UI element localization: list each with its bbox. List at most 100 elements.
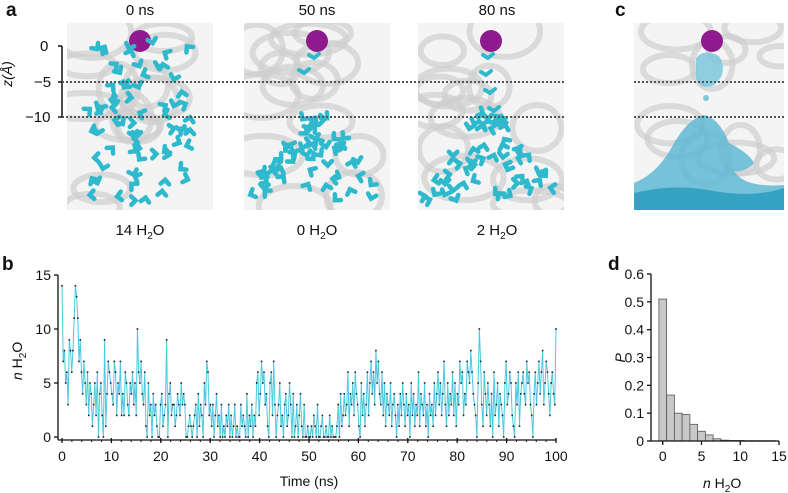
data-point <box>478 328 481 330</box>
data-point <box>305 436 308 438</box>
water-molecule <box>257 181 271 192</box>
data-point <box>180 382 183 384</box>
data-point <box>494 414 496 417</box>
data-point <box>547 393 550 395</box>
data-point <box>334 436 337 438</box>
panel-label-c: c <box>615 0 626 21</box>
water-molecule <box>487 122 498 136</box>
series-line-n-h2o <box>61 285 557 438</box>
water-molecule <box>470 172 481 185</box>
x-tick-label: 50 <box>301 448 317 464</box>
data-point <box>308 436 310 438</box>
data-point <box>524 403 527 406</box>
data-point <box>398 425 400 427</box>
y-tick-label: 0 <box>636 433 644 449</box>
water-molecule <box>345 158 358 169</box>
water-molecule <box>497 150 510 161</box>
x-tick-label: 0 <box>659 448 667 464</box>
data-point <box>68 339 71 341</box>
data-point <box>214 414 217 417</box>
data-point <box>72 349 74 352</box>
data-point <box>117 382 119 384</box>
data-point <box>510 382 512 384</box>
water-molecule <box>479 69 493 78</box>
data-point <box>422 414 425 417</box>
data-point <box>173 403 175 406</box>
data-point <box>87 414 90 417</box>
data-point <box>109 382 112 384</box>
data-point <box>186 436 189 438</box>
data-point <box>359 436 361 438</box>
x-tick-label: 30 <box>202 448 218 464</box>
data-point <box>196 436 198 438</box>
water-molecule <box>474 122 488 133</box>
water-molecule <box>481 52 495 61</box>
histogram-bar <box>704 434 714 442</box>
water-molecule <box>270 156 284 168</box>
data-point <box>195 403 197 406</box>
data-point <box>410 382 413 384</box>
data-point <box>282 436 285 438</box>
water-molecule <box>476 141 490 152</box>
data-point <box>518 425 521 427</box>
data-point <box>223 425 225 427</box>
data-point <box>288 382 291 384</box>
data-point <box>434 414 437 417</box>
histogram-bar <box>735 440 745 442</box>
data-point <box>229 436 231 438</box>
histogram-bar <box>697 430 706 442</box>
water-molecule <box>149 147 160 161</box>
water-molecule <box>124 90 135 104</box>
data-point <box>440 414 443 417</box>
data-point <box>401 382 404 384</box>
data-point <box>361 414 364 417</box>
data-point <box>122 393 124 395</box>
data-point <box>94 382 96 384</box>
data-point <box>316 403 319 406</box>
chart-b-time-series: 0 10 20 30 40 50 60 70 80 90 100 0 5 10 15 Time (ns) n H… <box>9 267 568 489</box>
data-point <box>95 414 97 417</box>
snapshot-time-2: 80 ns <box>478 2 516 19</box>
data-point <box>550 382 552 384</box>
histogram-bar <box>766 440 776 442</box>
water-molecule <box>334 140 348 151</box>
data-point <box>366 371 369 373</box>
water-molecule <box>442 168 453 182</box>
data-point <box>508 371 511 373</box>
data-point <box>545 360 548 363</box>
data-point <box>224 436 226 438</box>
data-point <box>61 285 63 287</box>
data-point <box>148 414 151 417</box>
data-point <box>427 436 430 438</box>
water-molecule <box>104 145 116 156</box>
water-molecule <box>367 176 380 188</box>
data-point <box>488 403 490 406</box>
snapshot-count-2: 2 H2O <box>476 222 518 242</box>
data-point <box>426 403 428 406</box>
water-molecule <box>299 148 313 159</box>
data-point <box>235 436 237 438</box>
data-point <box>501 414 504 417</box>
data-point <box>386 393 388 395</box>
data-point <box>417 371 420 373</box>
data-point <box>97 436 100 438</box>
data-point <box>75 295 78 298</box>
data-point <box>63 349 66 352</box>
data-point <box>81 393 84 395</box>
histogram-bar <box>743 440 753 442</box>
data-point <box>343 393 346 395</box>
data-point <box>540 371 543 373</box>
water-molecule <box>297 67 311 76</box>
y-tick-label: 5 <box>43 375 51 391</box>
water-molecule <box>177 99 189 112</box>
data-point <box>372 371 375 373</box>
data-point <box>338 436 341 438</box>
x-tick-label: 15 <box>771 448 787 464</box>
data-point <box>365 403 367 406</box>
data-point <box>202 436 204 438</box>
data-point <box>188 414 191 417</box>
data-point <box>293 436 296 438</box>
data-point <box>461 371 464 373</box>
water-molecule <box>275 173 287 185</box>
data-point <box>321 414 324 417</box>
